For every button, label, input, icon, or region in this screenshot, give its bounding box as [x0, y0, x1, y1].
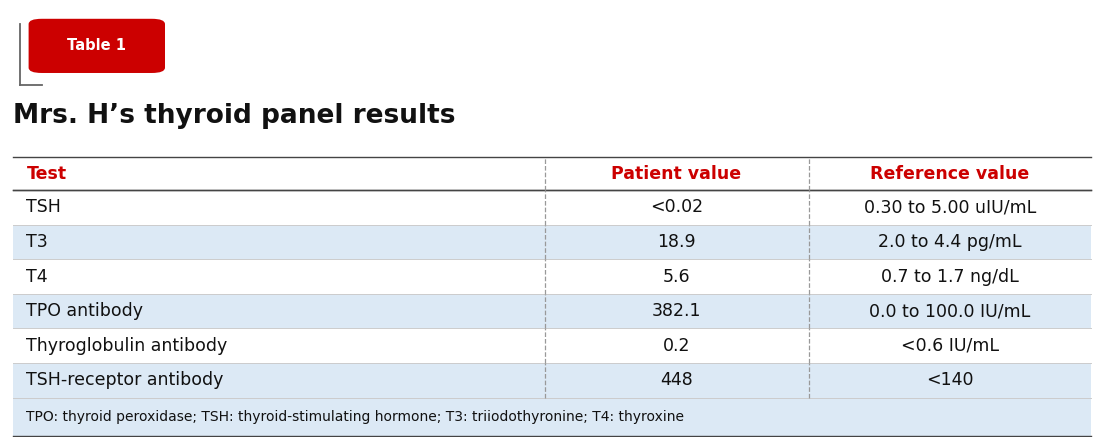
- Text: T4: T4: [26, 267, 48, 286]
- Bar: [13, 363, 1091, 398]
- Text: 0.30 to 5.00 uIU/mL: 0.30 to 5.00 uIU/mL: [864, 198, 1036, 216]
- Text: Test: Test: [26, 165, 66, 183]
- Text: TPO antibody: TPO antibody: [26, 302, 143, 320]
- Text: Patient value: Patient value: [612, 165, 741, 183]
- Text: Reference value: Reference value: [870, 165, 1030, 183]
- Bar: [13, 294, 1091, 329]
- Text: <0.6 IU/mL: <0.6 IU/mL: [901, 337, 999, 355]
- Text: 382.1: 382.1: [651, 302, 702, 320]
- Text: TSH: TSH: [26, 198, 62, 216]
- Bar: [13, 225, 1091, 259]
- Text: TSH-receptor antibody: TSH-receptor antibody: [26, 371, 223, 389]
- FancyBboxPatch shape: [29, 19, 165, 73]
- Text: 2.0 to 4.4 pg/mL: 2.0 to 4.4 pg/mL: [878, 233, 1022, 251]
- Text: Mrs. H’s thyroid panel results: Mrs. H’s thyroid panel results: [13, 103, 455, 129]
- Text: 18.9: 18.9: [657, 233, 696, 251]
- Text: <0.02: <0.02: [650, 198, 703, 216]
- Bar: [13, 259, 1091, 294]
- Text: 0.0 to 100.0 IU/mL: 0.0 to 100.0 IU/mL: [869, 302, 1031, 320]
- Bar: [13, 398, 1091, 436]
- Text: 448: 448: [660, 371, 693, 389]
- Text: Thyroglobulin antibody: Thyroglobulin antibody: [26, 337, 228, 355]
- Bar: [13, 190, 1091, 225]
- Text: <140: <140: [926, 371, 974, 389]
- Text: TPO: thyroid peroxidase; TSH: thyroid-stimulating hormone; T3: triiodothyronine;: TPO: thyroid peroxidase; TSH: thyroid-st…: [26, 410, 684, 424]
- Text: 0.7 to 1.7 ng/dL: 0.7 to 1.7 ng/dL: [881, 267, 1019, 286]
- Text: Table 1: Table 1: [67, 38, 126, 53]
- Bar: [13, 329, 1091, 363]
- Bar: [13, 157, 1091, 190]
- Text: 0.2: 0.2: [662, 337, 691, 355]
- Text: T3: T3: [26, 233, 48, 251]
- Text: 5.6: 5.6: [662, 267, 691, 286]
